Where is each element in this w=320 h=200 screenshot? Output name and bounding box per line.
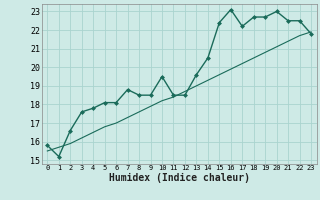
X-axis label: Humidex (Indice chaleur): Humidex (Indice chaleur): [109, 173, 250, 183]
